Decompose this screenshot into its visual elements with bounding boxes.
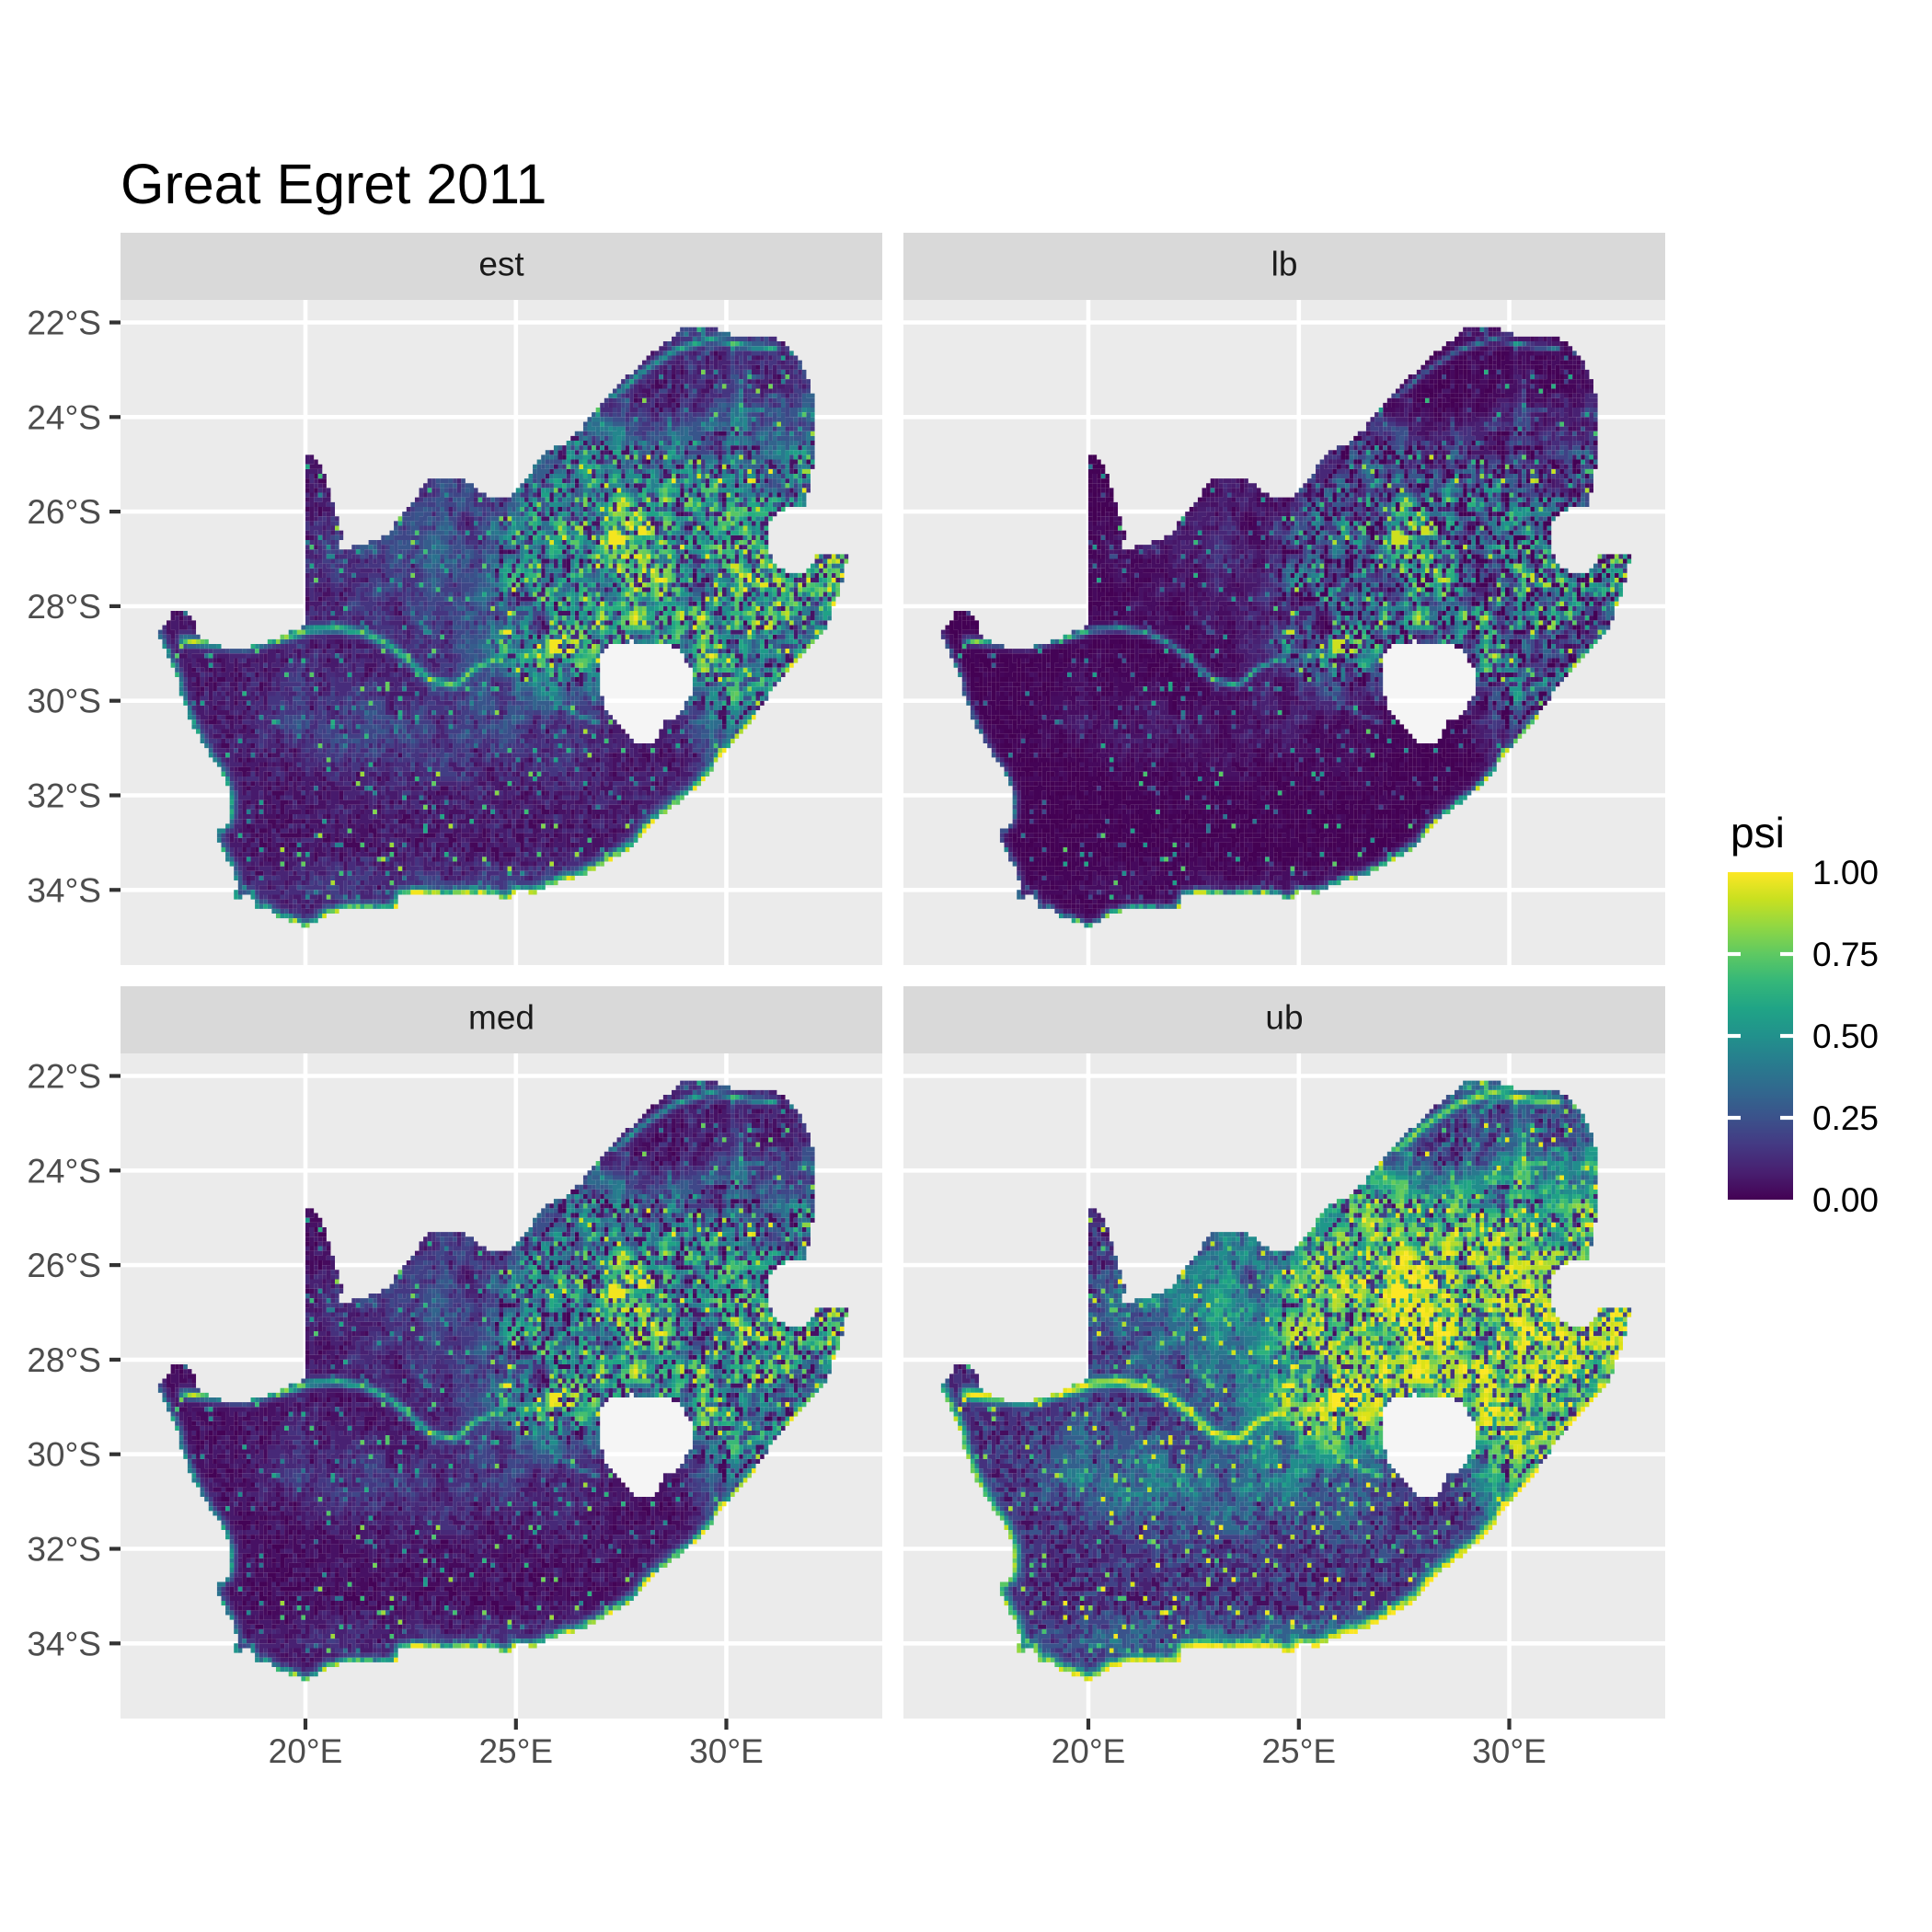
svg-text:32°S: 32°S	[27, 1531, 101, 1569]
svg-text:ub: ub	[1265, 999, 1303, 1037]
svg-text:25°E: 25°E	[478, 1732, 553, 1770]
svg-text:30°E: 30°E	[1472, 1732, 1547, 1770]
svg-text:28°S: 28°S	[27, 588, 101, 626]
svg-text:26°S: 26°S	[27, 493, 101, 531]
svg-text:Great Egret 2011: Great Egret 2011	[121, 153, 546, 215]
svg-text:lb: lb	[1271, 246, 1298, 283]
svg-text:22°S: 22°S	[27, 305, 101, 342]
svg-text:34°S: 34°S	[27, 1625, 101, 1662]
svg-text:24°S: 24°S	[27, 398, 101, 436]
svg-text:1.00: 1.00	[1812, 854, 1879, 891]
svg-text:psi: psi	[1731, 809, 1785, 857]
svg-text:0.50: 0.50	[1812, 1018, 1879, 1055]
svg-text:est: est	[478, 246, 524, 283]
svg-text:26°S: 26°S	[27, 1247, 101, 1284]
svg-text:30°E: 30°E	[689, 1732, 764, 1770]
svg-text:24°S: 24°S	[27, 1152, 101, 1190]
svg-text:0.75: 0.75	[1812, 936, 1879, 973]
svg-text:22°S: 22°S	[27, 1058, 101, 1096]
svg-text:32°S: 32°S	[27, 777, 101, 815]
svg-text:34°S: 34°S	[27, 871, 101, 909]
svg-text:30°S: 30°S	[27, 683, 101, 720]
svg-text:30°S: 30°S	[27, 1436, 101, 1474]
svg-text:25°E: 25°E	[1261, 1732, 1336, 1770]
svg-text:med: med	[468, 999, 535, 1037]
svg-text:0.00: 0.00	[1812, 1181, 1879, 1219]
svg-text:20°E: 20°E	[269, 1732, 343, 1770]
svg-text:28°S: 28°S	[27, 1341, 101, 1379]
svg-text:20°E: 20°E	[1052, 1732, 1126, 1770]
svg-text:0.25: 0.25	[1812, 1099, 1879, 1137]
